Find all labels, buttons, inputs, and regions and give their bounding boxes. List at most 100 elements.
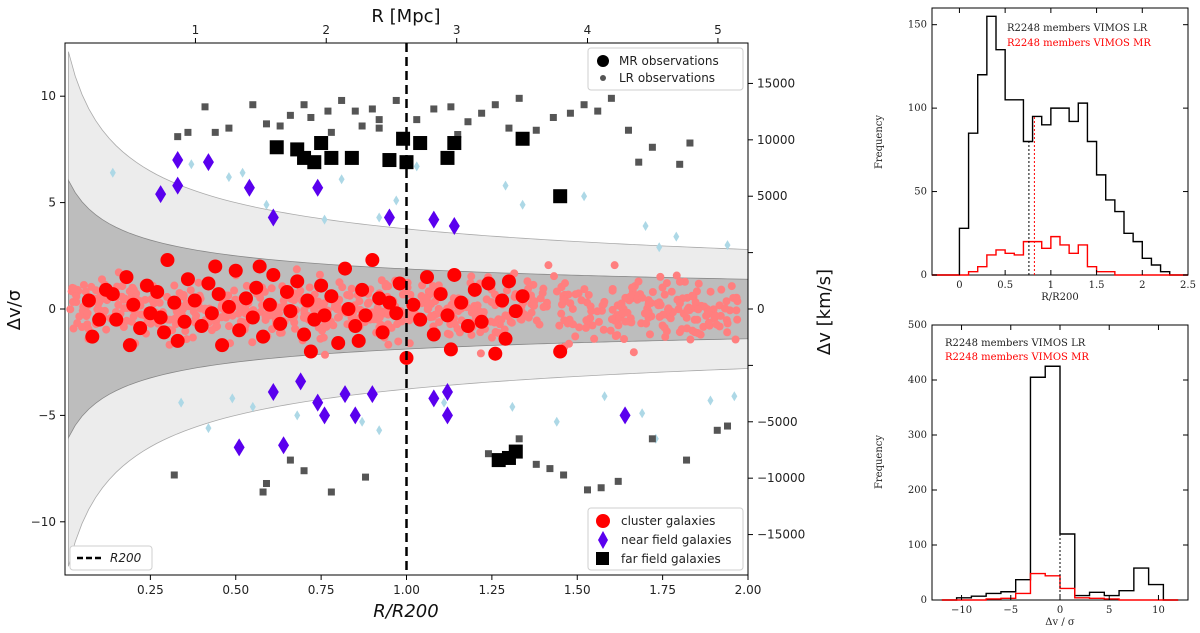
- near-field-galaxies-lr-point: [639, 408, 646, 419]
- x-tick-label: 0.75: [308, 583, 335, 597]
- cluster-galaxies-lr-point: [539, 284, 548, 293]
- near-field-galaxies-lr-point: [581, 191, 588, 202]
- cluster-galaxies-mr-point: [252, 259, 267, 274]
- far-field-galaxies-lr-point: [225, 124, 233, 132]
- cluster-galaxies-lr-point: [467, 272, 476, 281]
- cluster-galaxies-mr-point: [419, 270, 434, 285]
- near-field-galaxies-mr-point: [202, 153, 214, 172]
- cluster-galaxies-lr-point: [594, 317, 603, 326]
- far-field-galaxies-lr-point: [300, 467, 308, 475]
- hist-x-tick-label: 2.5: [1180, 280, 1196, 291]
- far-field-galaxies-lr-point: [683, 456, 691, 464]
- y-tick-label: −10: [31, 515, 56, 529]
- cluster-galaxies-mr-point: [109, 312, 124, 327]
- cluster-galaxies-lr-point: [660, 290, 669, 299]
- far-field-galaxies-lr-point: [624, 126, 632, 134]
- far-field-galaxies-lr-point: [201, 103, 209, 111]
- cluster-galaxies-lr-point: [539, 303, 548, 312]
- cluster-galaxies-lr-point: [315, 270, 324, 279]
- cluster-galaxies-mr-point: [194, 319, 209, 334]
- near-field-galaxies-mr-point: [619, 406, 631, 425]
- cluster-galaxies-mr-point: [440, 308, 455, 323]
- hist2-x-label: Δv / σ: [1045, 617, 1075, 628]
- far-field-galaxies-lr-point: [447, 103, 455, 111]
- legend-far-marker: [596, 552, 609, 565]
- cluster-galaxies-mr-point: [406, 297, 421, 312]
- cluster-galaxies-lr-point: [291, 324, 300, 333]
- near-field-galaxies-mr-point: [428, 210, 440, 229]
- cluster-galaxies-lr-point: [345, 291, 354, 300]
- cluster-galaxies-lr-point: [608, 285, 617, 294]
- far-field-galaxies-lr-point: [368, 105, 376, 113]
- near-field-galaxies-mr-point: [155, 185, 167, 204]
- cluster-galaxies-lr-point: [693, 329, 702, 338]
- hist-y-tick-label: 50: [914, 187, 927, 198]
- far-field-galaxies-lr-point: [676, 160, 684, 168]
- y-axis-label: Δv/σ: [4, 290, 25, 330]
- cluster-galaxies-lr-point: [329, 321, 338, 330]
- hist-y-tick-label: 200: [908, 485, 927, 496]
- far-field-galaxies-lr-point: [484, 450, 492, 458]
- cluster-galaxies-mr-point: [150, 284, 165, 299]
- near-field-galaxies-mr-point: [441, 382, 453, 401]
- hist-y-tick-label: 150: [908, 20, 927, 31]
- cluster-galaxies-lr-point: [611, 331, 620, 340]
- cluster-galaxies-lr-point: [662, 327, 671, 336]
- cluster-galaxies-lr-point: [497, 315, 506, 324]
- x-axis-label: R/R200: [373, 601, 438, 622]
- cluster-galaxies-lr-point: [275, 328, 284, 337]
- hist1-y-label: Frequency: [874, 115, 885, 169]
- cluster-galaxies-lr-point: [704, 319, 713, 328]
- cluster-galaxies-lr-point: [575, 323, 584, 332]
- hist-y-tick-label: 100: [908, 103, 927, 114]
- right-tick-label: 10000: [757, 133, 795, 147]
- cluster-galaxies-mr-point: [232, 323, 247, 338]
- cluster-galaxies-lr-point: [732, 306, 741, 315]
- far-field-galaxies-lr-point: [286, 456, 294, 464]
- cluster-galaxies-lr-point: [688, 291, 697, 300]
- far-field-galaxies-lr-point: [549, 113, 557, 121]
- far-field-galaxies-lr-point: [324, 107, 332, 115]
- cluster-galaxies-mr-point: [187, 293, 202, 308]
- cluster-galaxies-mr-point: [153, 310, 168, 325]
- cluster-galaxies-lr-point: [83, 309, 92, 318]
- cluster-galaxies-lr-point: [127, 317, 136, 326]
- far-field-galaxies-lr-point: [170, 471, 178, 479]
- near-field-galaxies-lr-point: [376, 425, 383, 436]
- cluster-galaxies-mr-point: [266, 267, 281, 282]
- cluster-galaxies-lr-point: [711, 312, 720, 321]
- cluster-galaxies-lr-point: [566, 299, 575, 308]
- cluster-galaxies-lr-point: [476, 328, 485, 337]
- far-field-galaxies-mr-point: [396, 131, 411, 146]
- cluster-galaxies-mr-point: [454, 295, 469, 310]
- near-field-galaxies-lr-point: [178, 397, 185, 408]
- cluster-galaxies-lr-point: [733, 315, 742, 324]
- near-field-galaxies-mr-point: [172, 176, 184, 195]
- near-field-galaxies-lr-point: [642, 221, 649, 232]
- right-tick-label: −15000: [757, 528, 805, 542]
- cluster-galaxies-mr-point: [238, 291, 253, 306]
- cluster-galaxies-lr-point: [607, 315, 616, 324]
- cluster-galaxies-lr-point: [620, 335, 629, 344]
- far-field-galaxies-mr-point: [382, 153, 397, 168]
- cluster-galaxies-mr-point: [501, 274, 516, 289]
- cluster-galaxies-lr-point: [267, 284, 276, 293]
- cluster-galaxies-mr-point: [426, 327, 441, 342]
- far-field-galaxies-lr-point: [327, 488, 335, 496]
- hist-step-lr: [932, 15, 1188, 276]
- near-field-galaxies-lr-point: [519, 199, 526, 210]
- cluster-galaxies-lr-point: [723, 319, 732, 328]
- cluster-galaxies-lr-point: [535, 320, 544, 329]
- far-field-galaxies-lr-point: [505, 124, 513, 132]
- cluster-galaxies-mr-point: [245, 310, 260, 325]
- cluster-galaxies-lr-point: [422, 294, 431, 303]
- near-field-galaxies-mr-point: [295, 372, 307, 391]
- cluster-galaxies-lr-point: [186, 286, 195, 295]
- cluster-galaxies-mr-point: [204, 306, 219, 321]
- far-field-galaxies-lr-point: [286, 111, 294, 119]
- far-field-galaxies-lr-point: [300, 101, 308, 109]
- cluster-galaxies-lr-point: [424, 304, 433, 313]
- cluster-galaxies-mr-point: [85, 329, 100, 344]
- legend-galaxy-types: cluster galaxies near field galaxies far…: [587, 507, 744, 571]
